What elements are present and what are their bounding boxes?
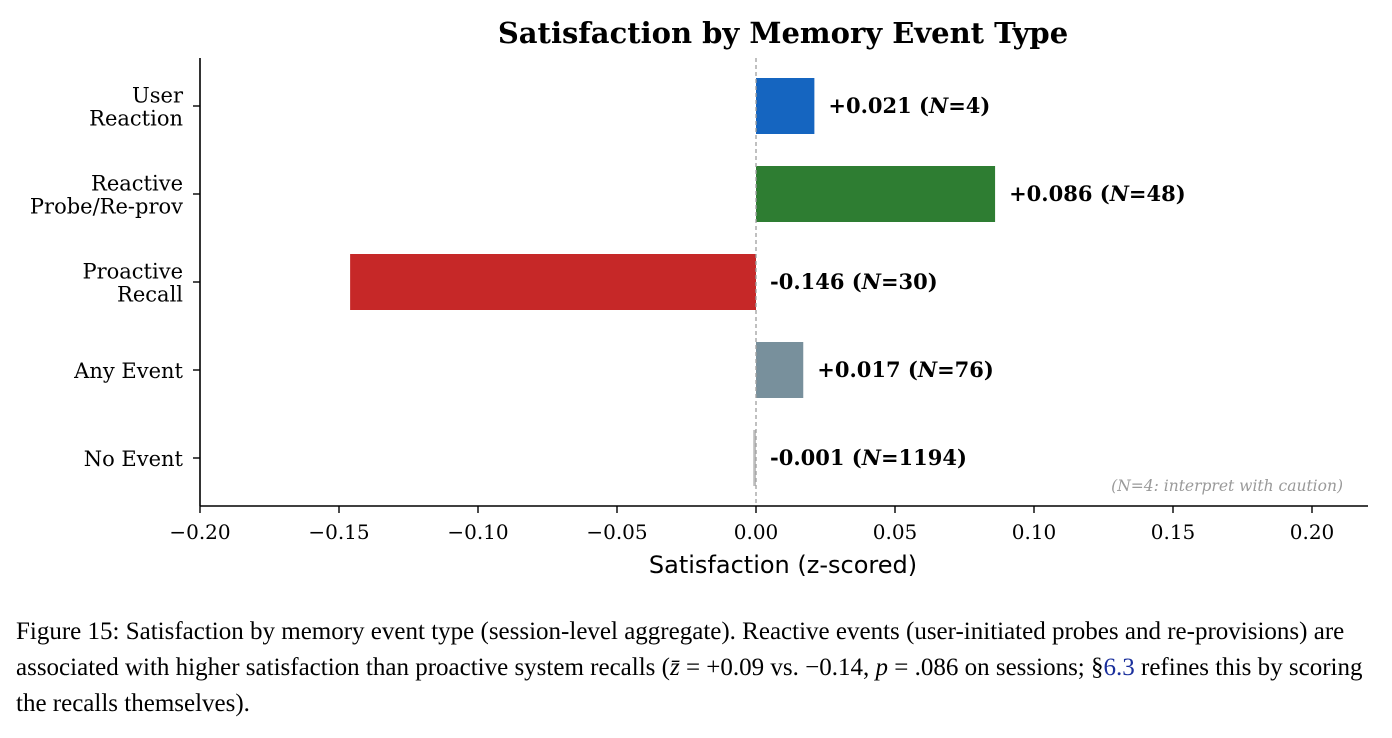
caption-zbar: z̄	[669, 654, 680, 681]
category-label: Recall	[117, 283, 183, 307]
x-tick-label: −0.05	[586, 520, 647, 544]
category-label: Reactive	[91, 172, 183, 196]
caption-eq1: = +0.09 vs. −0.14,	[679, 654, 876, 681]
chart-title: Satisfaction by Memory Event Type	[498, 16, 1068, 50]
x-tick-label: −0.10	[447, 520, 508, 544]
x-tick-label: 0.10	[1012, 520, 1057, 544]
bar	[350, 254, 756, 310]
caption-suffix: refines this by scoring the recalls them…	[16, 654, 1363, 717]
bars-group	[350, 78, 996, 486]
caution-annotation: (N=4: interpret with caution)	[1111, 477, 1343, 495]
bar	[756, 342, 804, 398]
x-tick-label: −0.15	[308, 520, 369, 544]
bar-chart: Satisfaction by Memory Event Type +0.021…	[30, 16, 1368, 579]
figure-caption: Figure 15: Satisfaction by memory event …	[16, 614, 1388, 722]
data-label: -0.001 (N=1194)	[770, 445, 967, 470]
bar	[756, 166, 996, 222]
bar	[753, 430, 756, 486]
data-label: +0.086 (N=48)	[1009, 181, 1186, 206]
data-label: +0.021 (N=4)	[828, 93, 990, 118]
category-label: Proactive	[82, 260, 183, 284]
category-label: Any Event	[73, 359, 183, 383]
data-labels-group: +0.021 (N=4) +0.086 (N=48) -0.146 (N=30) +0…	[770, 93, 1186, 470]
x-tick-label: −0.20	[169, 520, 230, 544]
bar	[756, 78, 815, 134]
caption-p: p	[875, 654, 888, 681]
category-label: Probe/Re-prov	[30, 195, 183, 219]
data-label: -0.146 (N=30)	[770, 269, 938, 294]
caption-section-ref[interactable]: 6.3	[1103, 654, 1135, 681]
category-label: User	[132, 84, 184, 108]
x-tick-label: 0.05	[873, 520, 918, 544]
x-axis-label: Satisfaction (z-scored)	[649, 551, 917, 579]
x-tick-label: 0.15	[1151, 520, 1196, 544]
category-label: Reaction	[89, 107, 183, 131]
x-tick-label: 0.00	[734, 520, 779, 544]
x-ticks-group: −0.20 −0.15 −0.10 −0.05 0.00 0.05 0.10 0.15 0.20	[169, 506, 1334, 544]
caption-prefix: Figure 15: Satisfaction by memory event …	[16, 618, 1345, 681]
data-label: +0.017 (N=76)	[817, 357, 994, 382]
caption-eq2: = .086 on sessions; §	[887, 654, 1104, 681]
x-tick-label: 0.20	[1290, 520, 1335, 544]
category-label: No Event	[84, 447, 184, 471]
